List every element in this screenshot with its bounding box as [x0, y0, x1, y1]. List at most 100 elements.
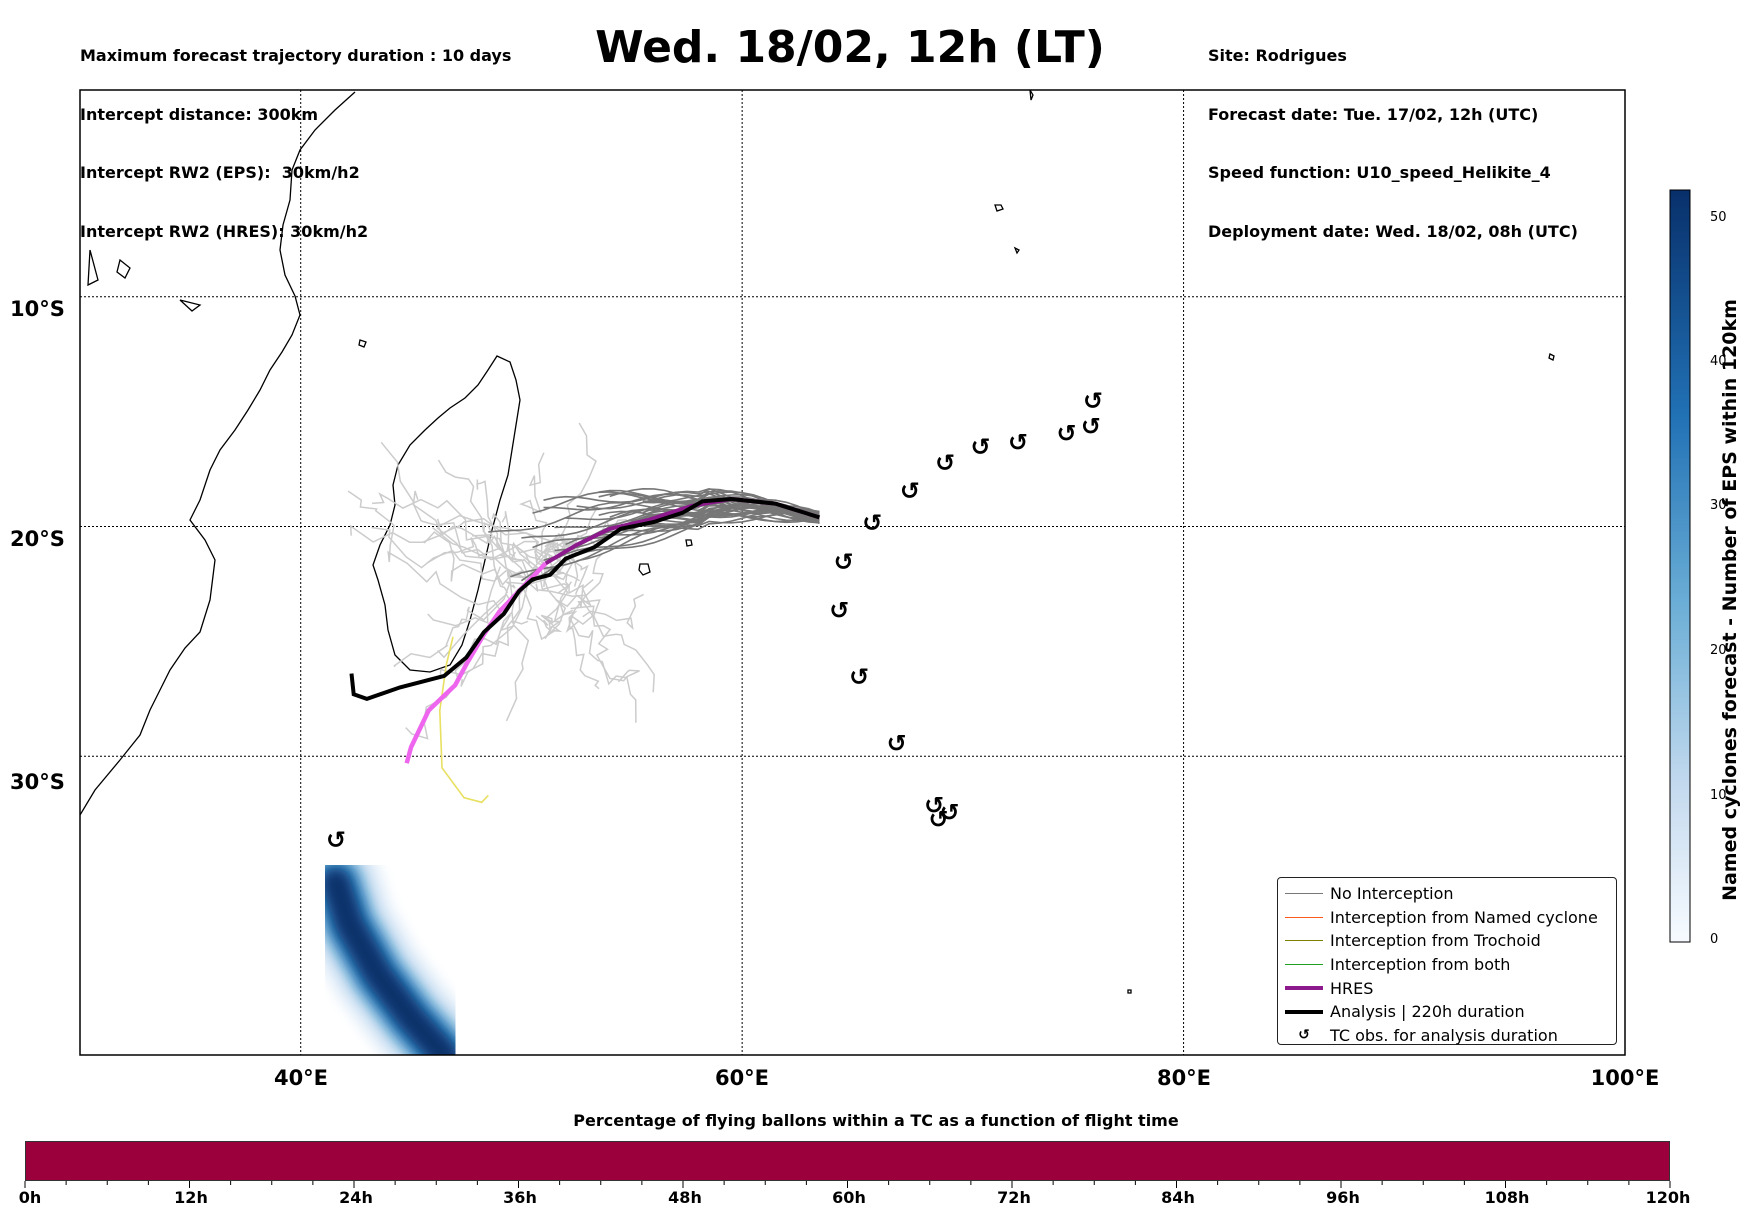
right-colorbar-tick: 20: [1710, 643, 1727, 658]
plot-title: Wed. 18/02, 12h (LT): [595, 22, 1105, 73]
map-grid: [80, 90, 1625, 1055]
legend-label: Interception from both: [1330, 955, 1511, 975]
legend-item-tc-obs: ↺ TC obs. for analysis duration: [1278, 1024, 1616, 1048]
header-right-line: Forecast date: Tue. 17/02, 12h (UTC): [1208, 104, 1539, 124]
cyclone-icon: ↺: [326, 826, 346, 854]
eps-track: [372, 492, 517, 560]
legend-item-no-interception: No Interception: [1278, 882, 1616, 906]
right-colorbar-tick: 50: [1710, 210, 1727, 225]
eps-track: [550, 532, 579, 581]
header-right: Site: Rodrigues Forecast date: Tue. 17/0…: [1208, 7, 1578, 261]
tc-obs-symbols: ↺↺↺↺↺↺↺↺↺↺↺↺↺↺↺↺: [326, 387, 1103, 854]
density-layer: [322, 869, 458, 1055]
lon-label-80e: 80°E: [1156, 1066, 1212, 1090]
small-island: [1029, 90, 1034, 101]
legend: No Interception Interception from Named …: [1277, 877, 1617, 1045]
lat-label-10s: 10°S: [10, 297, 65, 321]
eps-track: [499, 614, 530, 722]
legend-label: Analysis | 220h duration: [1330, 1002, 1525, 1022]
eps-track: [347, 490, 502, 613]
africa-coast: [80, 91, 356, 816]
legend-label: No Interception: [1330, 884, 1454, 904]
eps-track: [393, 583, 511, 668]
coastline: [80, 90, 1555, 994]
eps-track: [509, 551, 563, 641]
bottom-colorbar: [25, 1141, 1670, 1181]
reunion-island: [685, 539, 693, 547]
bottom-colorbar-tick: 84h: [1161, 1188, 1195, 1207]
analysis-track: [349, 496, 820, 702]
comoros-island: [358, 339, 367, 348]
eps-track: [521, 504, 820, 539]
eps-track: [535, 579, 594, 637]
legend-item-trochoid: Interception from Trochoid: [1278, 929, 1616, 953]
legend-line-swatch: [1285, 986, 1323, 991]
header-right-line: Deployment date: Wed. 18/02, 08h (UTC): [1208, 221, 1578, 241]
right-colorbar-tick: 40: [1710, 354, 1727, 369]
small-island: [994, 204, 1004, 212]
eps-track: [437, 459, 501, 551]
legend-item-named-cyclone: Interception from Named cyclone: [1278, 906, 1616, 930]
small-island: [1013, 246, 1020, 255]
bottom-colorbar-tick: 108h: [1484, 1188, 1530, 1207]
header-left-line: Intercept RW2 (HRES): 30km/h2: [80, 221, 369, 241]
cyclone-icon: ↺: [849, 663, 869, 691]
header-left-line: Intercept distance: 300km: [80, 104, 319, 124]
cyclone-density-field: [289, 836, 491, 1055]
small-island: [1548, 353, 1555, 361]
cyclone-icon: ↺: [829, 596, 849, 624]
mauritius-island: [638, 563, 651, 576]
right-colorbar-tick: 10: [1710, 788, 1727, 803]
eps-track: [582, 593, 644, 631]
legend-label: Interception from Trochoid: [1330, 931, 1541, 951]
eps-track: [553, 581, 600, 690]
bottom-colorbar-tick: 0h: [18, 1188, 42, 1207]
cyclone-icon: ↺: [940, 798, 960, 826]
bottom-colorbar-tick: 60h: [832, 1188, 866, 1207]
bottom-colorbar-tick: 72h: [997, 1188, 1031, 1207]
right-colorbar-gradient: [1669, 189, 1691, 943]
eps-track: [519, 452, 566, 557]
eps-track: [515, 545, 560, 571]
cyclone-icon: ↺: [834, 548, 854, 576]
bottom-colorbar-tick: 96h: [1326, 1188, 1360, 1207]
legend-label: Interception from Named cyclone: [1330, 907, 1598, 927]
map-frame: [79, 89, 1626, 1056]
cyclone-icon: ↺: [929, 805, 949, 833]
legend-line-swatch: [1285, 964, 1323, 966]
bottom-colorbar-tick: 36h: [503, 1188, 537, 1207]
lat-label-30s: 30°S: [10, 770, 65, 794]
eps-track: [491, 512, 574, 616]
cyclone-icon: ↺: [1008, 429, 1028, 457]
bottom-colorbar-tick: 48h: [668, 1188, 702, 1207]
eps-track: [436, 527, 586, 597]
header-left: Maximum forecast trajectory duration : 1…: [80, 7, 511, 261]
legend-line-swatch: [1285, 940, 1323, 942]
yellow-track: [438, 636, 489, 804]
bottom-colorbar-title: Percentage of flying ballons within a TC…: [573, 1111, 1179, 1130]
small-island: [87, 249, 99, 287]
cyclone-icon: ↺: [862, 509, 882, 537]
legend-line-swatch: [1285, 916, 1323, 918]
lon-label-60e: 60°E: [714, 1066, 770, 1090]
cyclone-icon: ↺: [1298, 1027, 1310, 1044]
cyclone-icon: ↺: [1083, 387, 1103, 415]
bottom-colorbar-minor-ticks: [24, 1181, 1671, 1188]
small-island: [1127, 989, 1132, 994]
legend-item-hres: HRES: [1278, 976, 1616, 1000]
bottom-colorbar-tick: 120h: [1645, 1188, 1691, 1207]
legend-item-analysis: Analysis | 220h duration: [1278, 1000, 1616, 1024]
eps-light-tracks: [347, 422, 655, 740]
eps-track: [520, 511, 820, 582]
lon-label-40e: 40°E: [273, 1066, 329, 1090]
lon-label-100e: 100°E: [1590, 1066, 1660, 1090]
cyclone-icon: ↺: [970, 433, 990, 461]
cyclone-icon: ↺: [1057, 419, 1077, 447]
right-colorbar-tick: 30: [1710, 498, 1727, 513]
eps-track: [412, 490, 546, 588]
eps-track: [580, 598, 640, 683]
lat-label-20s: 20°S: [10, 527, 65, 551]
eps-track: [642, 499, 820, 514]
cyclone-icon: ↺: [1081, 412, 1101, 440]
